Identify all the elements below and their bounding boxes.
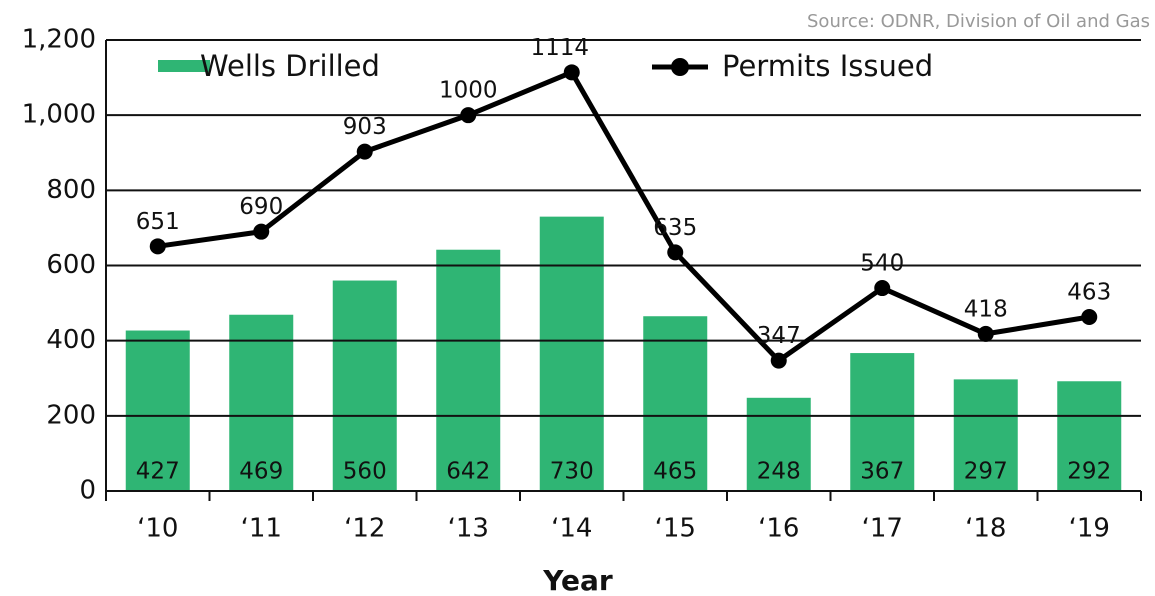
legend-marker [671, 58, 689, 76]
x-tick-label: ‘19 [1069, 514, 1110, 544]
line-value-label: 903 [343, 114, 387, 140]
bar-value-label: 642 [446, 459, 490, 485]
y-tick-label: 800 [46, 175, 96, 205]
source: Source: ODNR, Division of Oil and Gas [807, 11, 1150, 32]
y-tick-label: 0 [79, 476, 96, 506]
bar [746, 397, 811, 491]
line-value-label: 1114 [530, 35, 589, 61]
x-tick-label: ‘11 [241, 514, 282, 544]
line-value-label: 347 [757, 323, 801, 349]
line-value-label: 635 [653, 215, 697, 241]
line-point [253, 223, 270, 240]
x-tick-label: ‘12 [344, 514, 385, 544]
x-tick-label: ‘17 [862, 514, 903, 544]
bar-value-label: 730 [550, 459, 594, 485]
line-value-label: 690 [239, 194, 283, 220]
bar-value-label: 560 [343, 459, 387, 485]
line-value-label: 418 [964, 296, 1008, 322]
x-tick-label: ‘16 [758, 514, 799, 544]
x-tick-label: ‘14 [551, 514, 592, 544]
y-tick-label: 600 [46, 250, 96, 280]
line-point [563, 64, 580, 81]
legend-label: Wells Drilled [200, 49, 380, 83]
bar [1057, 381, 1122, 491]
line-point [977, 325, 994, 342]
bar-value-label: 367 [860, 459, 904, 485]
bar [643, 316, 708, 491]
x-tick-label: ‘10 [137, 514, 178, 544]
bar [229, 314, 294, 491]
line-value-label: 1000 [439, 78, 498, 104]
bar-value-label: 297 [964, 459, 1008, 485]
line-point [770, 352, 787, 369]
line-value-label: 540 [860, 251, 904, 277]
bar [125, 330, 190, 491]
line-point [874, 280, 891, 297]
line-point [1081, 308, 1098, 325]
line-point [356, 143, 373, 160]
bar [539, 216, 604, 491]
line-point [667, 244, 684, 261]
x-tick-label: ‘18 [965, 514, 1006, 544]
bar [850, 353, 915, 491]
line-value-label: 463 [1067, 279, 1111, 305]
y-tick-label: 200 [46, 400, 96, 430]
x-axis-title: Year [542, 564, 613, 596]
bar [332, 280, 397, 491]
bar-value-label: 248 [757, 459, 801, 485]
bar-value-label: 469 [239, 459, 283, 485]
y-tick-label: 1,200 [22, 25, 96, 55]
line-point [460, 107, 477, 124]
line [157, 69, 1090, 364]
x-tick-label: ‘13 [448, 514, 489, 544]
legend-label: Permits Issued [722, 49, 933, 83]
bar-value-label: 465 [653, 459, 697, 485]
bar [436, 249, 501, 491]
x-tick-label: ‘15 [655, 514, 696, 544]
line-value-label: 651 [136, 209, 180, 235]
y-tick-label: 400 [46, 325, 96, 355]
bar [953, 379, 1018, 491]
line-point [149, 238, 166, 255]
y-tick-label: 1,000 [22, 100, 96, 130]
bar-value-label: 292 [1067, 459, 1111, 485]
bar-value-label: 427 [136, 459, 180, 485]
legend-swatch [158, 60, 210, 72]
